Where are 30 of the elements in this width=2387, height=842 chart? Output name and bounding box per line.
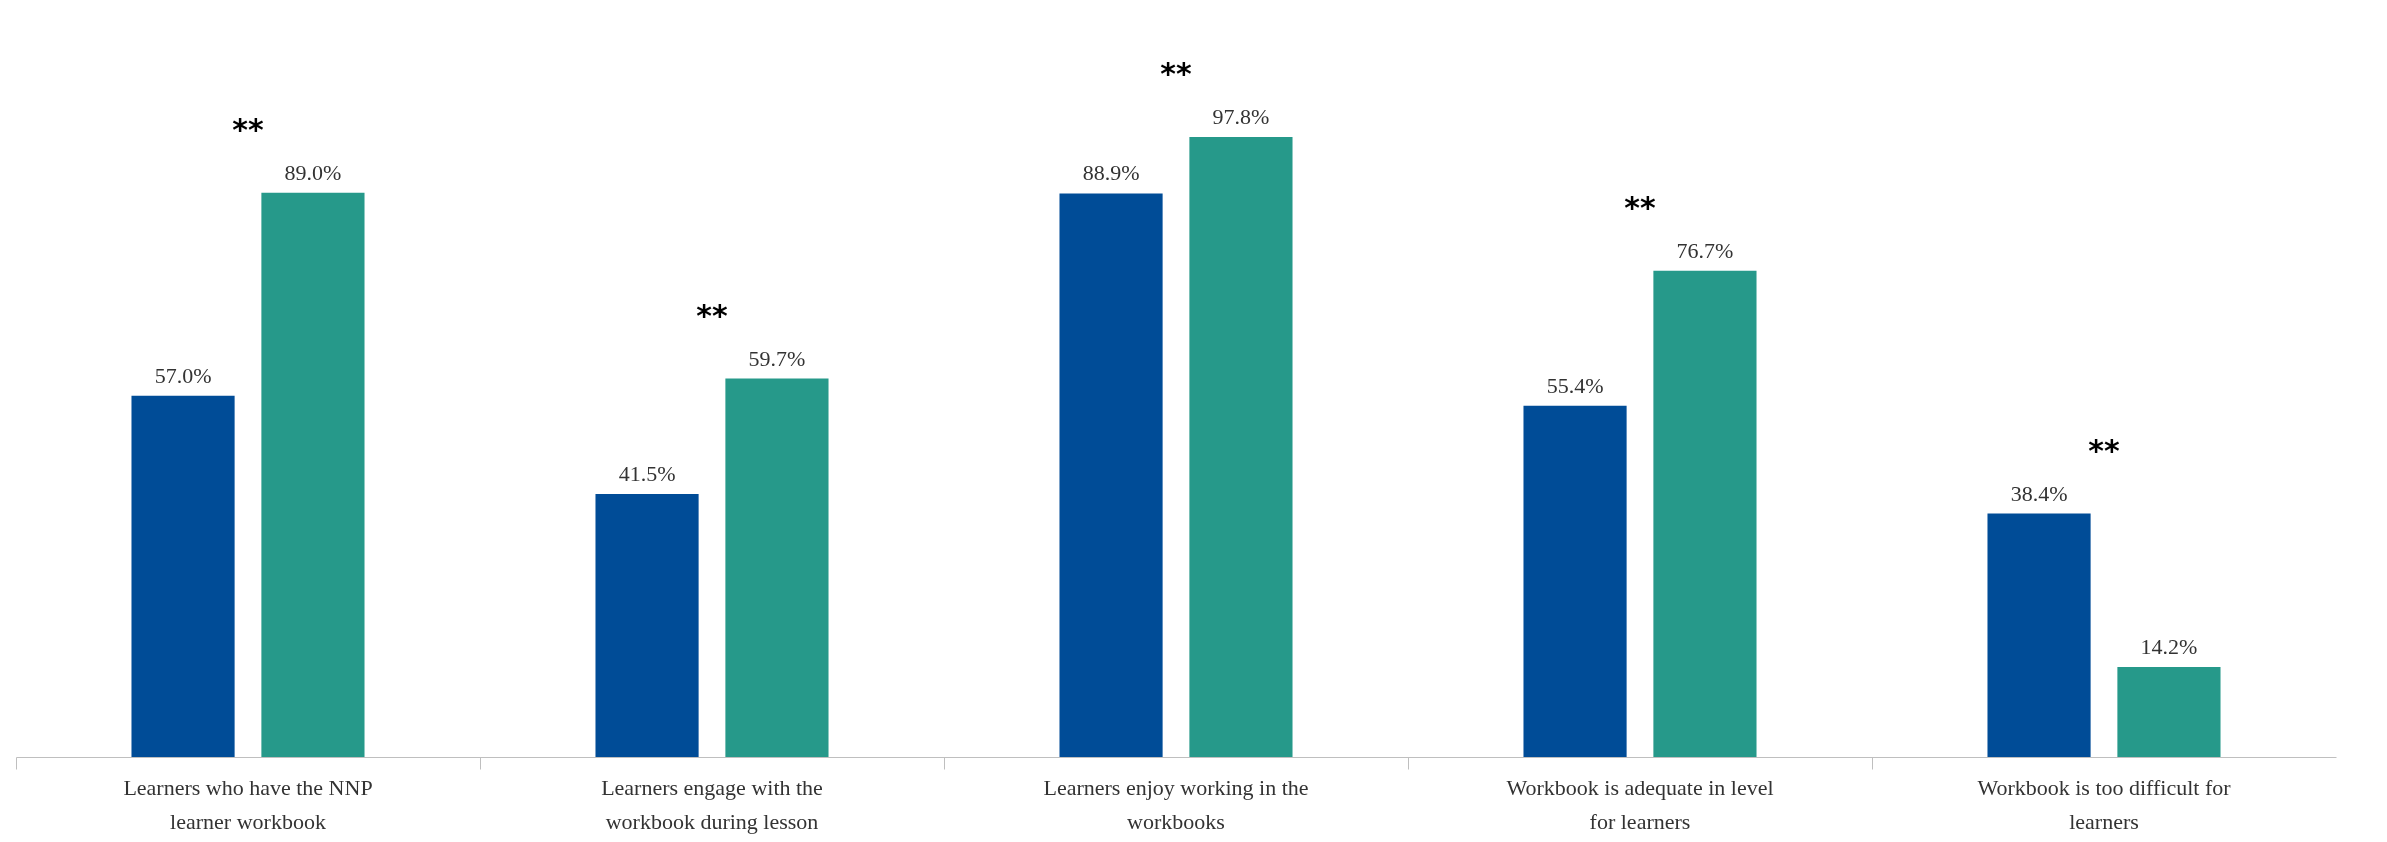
- data-label: 55.4%: [1546, 372, 1604, 398]
- data-label: 89.0%: [284, 159, 342, 185]
- annotation: **: [232, 111, 264, 147]
- bar: [1059, 193, 1163, 757]
- annotation: **: [696, 297, 728, 333]
- x-tick-label: Learners engage with the workbook during lesson: [601, 774, 823, 834]
- bar: [261, 192, 365, 757]
- x-tick-label: Workbook is adequate in level for learners: [1506, 774, 1774, 834]
- bar: [1653, 270, 1757, 757]
- bar: [131, 395, 235, 757]
- data-label: 38.4%: [2010, 480, 2068, 506]
- x-tick-label: Learners enjoy working in the workbooks: [1043, 774, 1309, 834]
- x-tick-label: Learners who have the NNP learner workbook: [123, 774, 373, 834]
- bar: [2117, 666, 2221, 757]
- data-label: 59.7%: [748, 345, 806, 371]
- data-label: 14.2%: [2140, 633, 2198, 659]
- bar: [1523, 405, 1627, 757]
- data-label: 88.9%: [1082, 160, 1140, 186]
- bar: [1987, 513, 2091, 757]
- x-tick-label: Workbook is too difficult for learners: [1977, 774, 2232, 834]
- annotation: **: [1624, 189, 1656, 225]
- data-label: 57.0%: [154, 362, 212, 388]
- text: **: [1160, 56, 1192, 91]
- bar: [1189, 137, 1293, 757]
- data-label: 97.8%: [1212, 104, 1270, 129]
- data-label: 41.5%: [618, 460, 676, 486]
- bar: [725, 378, 829, 757]
- data-label: 76.7%: [1676, 237, 1734, 263]
- bar: [595, 493, 699, 757]
- annotation: **: [2088, 432, 2120, 468]
